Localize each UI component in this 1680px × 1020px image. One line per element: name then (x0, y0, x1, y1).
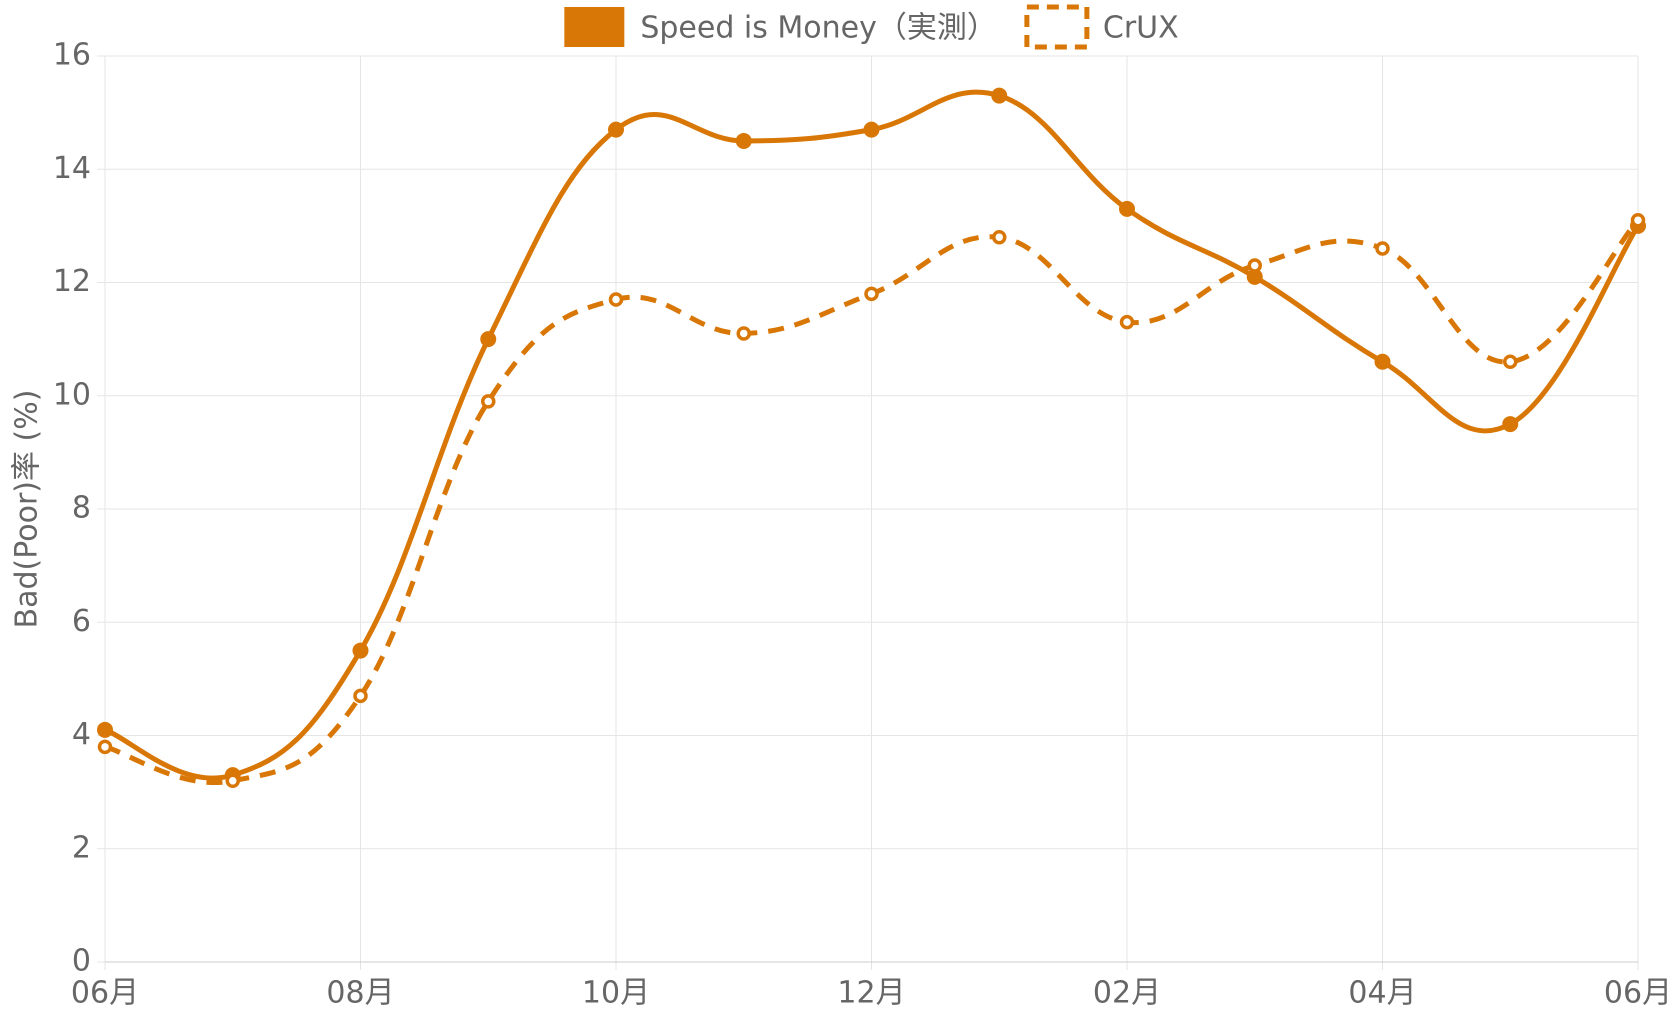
y-tick-label: 14 (53, 151, 91, 186)
data-point (97, 739, 113, 755)
y-tick-label: 10 (53, 377, 91, 412)
legend-swatch (1024, 4, 1090, 50)
data-point (1375, 241, 1390, 256)
data-point (1119, 200, 1135, 217)
data-point (97, 721, 113, 738)
x-tick-label: 06月 (71, 976, 139, 1011)
data-point (225, 773, 240, 789)
legend-label: Speed is Money（実測） (640, 11, 997, 46)
x-tick-label: 04月 (1348, 976, 1416, 1011)
data-point (992, 229, 1007, 245)
data-point (736, 326, 751, 341)
data-point (863, 121, 880, 138)
y-tick-label: 16 (53, 38, 91, 73)
y-tick-label: 12 (53, 264, 91, 299)
x-tick-label: 02月 (1093, 976, 1161, 1011)
data-point (352, 642, 369, 659)
data-point (991, 87, 1008, 104)
y-tick-label: 2 (72, 830, 91, 865)
legend-label: CrUX (1103, 11, 1179, 46)
data-point (1374, 353, 1391, 370)
y-tick-label: 8 (72, 491, 91, 526)
x-tick-label: 10月 (582, 976, 650, 1011)
data-point (481, 394, 496, 409)
data-point (480, 331, 497, 348)
data-point (1502, 416, 1519, 433)
data-point (608, 292, 624, 307)
data-point (735, 132, 752, 149)
data-point (353, 688, 368, 704)
data-point (864, 286, 879, 302)
data-point (1119, 314, 1135, 330)
data-point (1503, 354, 1518, 370)
legend: Speed is Money（実測） CrUX (564, 4, 1179, 50)
y-tick-label: 0 (72, 944, 91, 979)
legend-swatch (564, 7, 625, 47)
data-point (1630, 212, 1646, 228)
x-tick-label: 12月 (837, 976, 905, 1011)
y-tick-label: 6 (72, 604, 91, 639)
data-point (1247, 258, 1262, 273)
x-tick-label: 08月 (326, 976, 394, 1011)
y-tick-label: 4 (72, 717, 91, 752)
data-point (608, 121, 624, 138)
y-axis-label: Bad(Poor)率 (%) (10, 390, 45, 629)
x-tick-label: 06月 (1604, 976, 1672, 1011)
